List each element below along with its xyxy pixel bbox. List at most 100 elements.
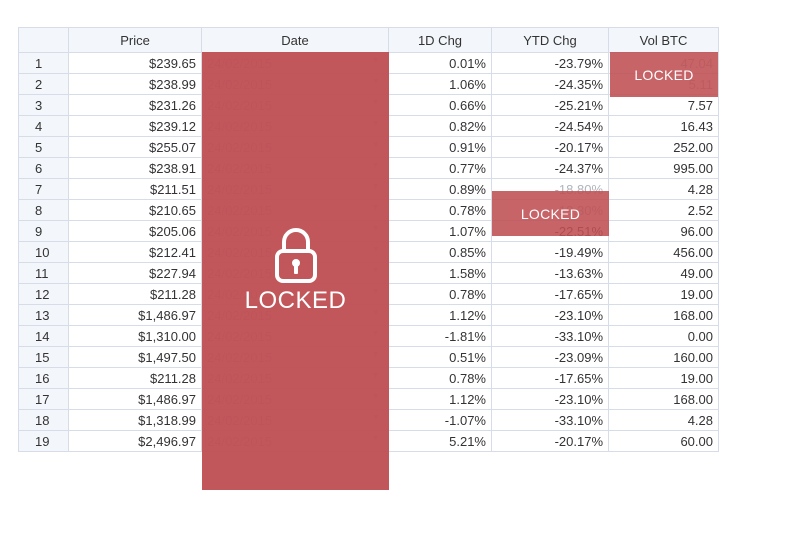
ytd-change-cell[interactable]: -33.10% xyxy=(491,409,609,431)
row-number-cell-value: 18 xyxy=(35,412,50,428)
one-day-change-cell[interactable]: 0.01% xyxy=(388,52,492,74)
row-number-cell-value: 19 xyxy=(35,433,50,449)
price-cell[interactable]: $238.91 xyxy=(68,157,202,179)
price-cell[interactable]: $211.28 xyxy=(68,283,202,305)
ytd-change-cell[interactable]: -24.37% xyxy=(491,157,609,179)
table-row: 16$211.2824/02/2015▼0.78%-17.65%19.00 xyxy=(18,367,719,389)
price-cell[interactable]: $227.94 xyxy=(68,262,202,284)
price-cell[interactable]: $238.99 xyxy=(68,73,202,95)
price-cell-value: $238.91 xyxy=(149,160,196,176)
vol-btc-cell[interactable]: 995.00 xyxy=(608,157,719,179)
row-number-cell: 6 xyxy=(18,157,69,179)
vol-btc-cell[interactable]: 0.00 xyxy=(608,325,719,347)
vol-btc-cell-value: 456.00 xyxy=(673,244,713,260)
ytd-change-cell[interactable]: -23.10% xyxy=(491,304,609,326)
price-cell[interactable]: $205.06 xyxy=(68,220,202,242)
price-cell-value: $212.41 xyxy=(149,244,196,260)
one-day-change-cell[interactable]: 1.12% xyxy=(388,304,492,326)
vol-btc-cell[interactable]: 4.28 xyxy=(608,178,719,200)
price-cell[interactable]: $255.07 xyxy=(68,136,202,158)
one-day-change-cell-value: 1.12% xyxy=(449,307,486,323)
vol-btc-cell[interactable]: 16.43 xyxy=(608,115,719,137)
row-number-cell-value: 3 xyxy=(35,97,43,113)
ytd-change-cell[interactable]: -33.10% xyxy=(491,325,609,347)
price-cell[interactable]: $1,486.97 xyxy=(68,304,202,326)
price-cell[interactable]: $239.12 xyxy=(68,115,202,137)
vol-btc-cell[interactable]: 456.00 xyxy=(608,241,719,263)
row-number-cell: 5 xyxy=(18,136,69,158)
vol-btc-cell-value: 60.00 xyxy=(680,433,713,449)
one-day-change-cell[interactable]: 1.12% xyxy=(388,388,492,410)
one-day-change-cell-value: 0.82% xyxy=(449,118,486,134)
header-1d-chg[interactable]: 1D Chg xyxy=(388,27,492,53)
header-vol-btc[interactable]: Vol BTC xyxy=(608,27,719,53)
price-cell[interactable]: $211.51 xyxy=(68,178,202,200)
price-cell[interactable]: $1,486.97 xyxy=(68,388,202,410)
ytd-change-cell[interactable]: -20.17% xyxy=(491,430,609,452)
one-day-change-cell[interactable]: 1.06% xyxy=(388,73,492,95)
price-cell[interactable]: $2,496.97 xyxy=(68,430,202,452)
vol-btc-cell[interactable]: 7.57 xyxy=(608,94,719,116)
ytd-change-cell[interactable]: -24.35% xyxy=(491,73,609,95)
vol-btc-cell[interactable]: 19.00 xyxy=(608,367,719,389)
price-cell-value: $238.99 xyxy=(149,76,196,92)
one-day-change-cell[interactable]: 0.51% xyxy=(388,346,492,368)
one-day-change-cell[interactable]: 0.78% xyxy=(388,367,492,389)
row-number-cell: 18 xyxy=(18,409,69,431)
one-day-change-cell[interactable]: 1.58% xyxy=(388,262,492,284)
ytd-change-cell[interactable]: -20.17% xyxy=(491,136,609,158)
vol-btc-cell[interactable]: 168.00 xyxy=(608,388,719,410)
vol-btc-cell-value: 4.28 xyxy=(687,181,713,197)
ytd-change-cell[interactable]: -23.09% xyxy=(491,346,609,368)
price-cell[interactable]: $210.65 xyxy=(68,199,202,221)
vol-btc-cell[interactable]: 168.00 xyxy=(608,304,719,326)
header-price[interactable]: Price xyxy=(68,27,202,53)
price-cell[interactable]: $1,318.99 xyxy=(68,409,202,431)
row-number-cell: 16 xyxy=(18,367,69,389)
one-day-change-cell[interactable]: 0.82% xyxy=(388,115,492,137)
vol-btc-cell[interactable]: 2.52 xyxy=(608,199,719,221)
one-day-change-cell[interactable]: 0.66% xyxy=(388,94,492,116)
vol-btc-cell[interactable]: 4.28 xyxy=(608,409,719,431)
price-cell-value: $1,486.97 xyxy=(138,391,196,407)
price-cell[interactable]: $239.65 xyxy=(68,52,202,74)
ytd-change-cell[interactable]: -17.65% xyxy=(491,367,609,389)
ytd-change-cell[interactable]: -23.10% xyxy=(491,388,609,410)
ytd-change-cell[interactable]: -24.54% xyxy=(491,115,609,137)
padlock-icon xyxy=(274,228,317,283)
one-day-change-cell[interactable]: 1.07% xyxy=(388,220,492,242)
ytd-change-cell[interactable]: -23.79% xyxy=(491,52,609,74)
ytd-change-cell[interactable]: -25.21% xyxy=(491,94,609,116)
one-day-change-cell[interactable]: -1.81% xyxy=(388,325,492,347)
one-day-change-cell[interactable]: -1.07% xyxy=(388,409,492,431)
price-cell[interactable]: $211.28 xyxy=(68,367,202,389)
one-day-change-cell[interactable]: 0.89% xyxy=(388,178,492,200)
price-cell[interactable]: $212.41 xyxy=(68,241,202,263)
one-day-change-cell[interactable]: 0.78% xyxy=(388,199,492,221)
ytd-change-cell[interactable]: -17.65% xyxy=(491,283,609,305)
ytd-change-cell-value: -24.54% xyxy=(554,118,603,134)
vol-btc-cell[interactable]: 96.00 xyxy=(608,220,719,242)
one-day-change-cell[interactable]: 5.21% xyxy=(388,430,492,452)
ytd-change-cell-value: -20.17% xyxy=(554,139,603,155)
vol-btc-cell[interactable]: 252.00 xyxy=(608,136,719,158)
header-corner xyxy=(18,27,69,53)
header-ytd-chg[interactable]: YTD Chg xyxy=(491,27,609,53)
price-cell[interactable]: $231.26 xyxy=(68,94,202,116)
ytd-change-cell-value: -25.21% xyxy=(554,97,603,113)
vol-btc-cell[interactable]: 60.00 xyxy=(608,430,719,452)
price-cell[interactable]: $1,497.50 xyxy=(68,346,202,368)
price-cell[interactable]: $1,310.00 xyxy=(68,325,202,347)
one-day-change-cell[interactable]: 0.85% xyxy=(388,241,492,263)
ytd-change-cell[interactable]: -13.63% xyxy=(491,262,609,284)
header-date[interactable]: Date xyxy=(201,27,389,53)
ytd-change-cell[interactable]: -19.49% xyxy=(491,241,609,263)
vol-btc-cell[interactable]: 19.00 xyxy=(608,283,719,305)
vol-btc-cell[interactable]: 160.00 xyxy=(608,346,719,368)
one-day-change-cell[interactable]: 0.78% xyxy=(388,283,492,305)
vol-btc-cell[interactable]: 49.00 xyxy=(608,262,719,284)
price-cell-value: $211.28 xyxy=(149,370,196,386)
vol-btc-cell-value: 995.00 xyxy=(673,160,713,176)
one-day-change-cell[interactable]: 0.91% xyxy=(388,136,492,158)
one-day-change-cell[interactable]: 0.77% xyxy=(388,157,492,179)
